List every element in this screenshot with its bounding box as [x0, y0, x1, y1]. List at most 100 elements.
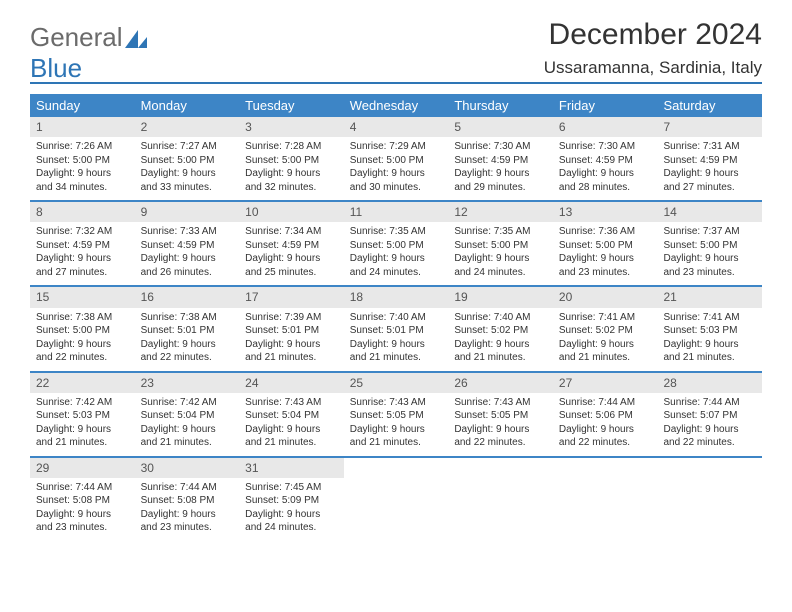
daylight-text: Daylight: 9 hours and 24 minutes.: [245, 508, 338, 535]
logo-triangle-icon: [125, 30, 147, 48]
sunrise-text: Sunrise: 7:44 AM: [559, 396, 652, 410]
calendar-day: 19Sunrise: 7:40 AMSunset: 5:02 PMDayligh…: [448, 287, 553, 370]
sunset-text: Sunset: 5:00 PM: [36, 154, 129, 168]
sunset-text: Sunset: 5:04 PM: [245, 409, 338, 423]
daylight-text: Daylight: 9 hours and 27 minutes.: [663, 167, 756, 194]
calendar-day: 23Sunrise: 7:42 AMSunset: 5:04 PMDayligh…: [135, 373, 240, 456]
day-body: Sunrise: 7:43 AMSunset: 5:05 PMDaylight:…: [448, 393, 553, 456]
calendar-week: 29Sunrise: 7:44 AMSunset: 5:08 PMDayligh…: [30, 456, 762, 541]
sunset-text: Sunset: 5:08 PM: [36, 494, 129, 508]
calendar-day: 17Sunrise: 7:39 AMSunset: 5:01 PMDayligh…: [239, 287, 344, 370]
sunset-text: Sunset: 4:59 PM: [559, 154, 652, 168]
sunrise-text: Sunrise: 7:42 AM: [141, 396, 234, 410]
calendar-day: 30Sunrise: 7:44 AMSunset: 5:08 PMDayligh…: [135, 458, 240, 541]
sunrise-text: Sunrise: 7:30 AM: [559, 140, 652, 154]
calendar-day: 4Sunrise: 7:29 AMSunset: 5:00 PMDaylight…: [344, 117, 449, 200]
sunrise-text: Sunrise: 7:37 AM: [663, 225, 756, 239]
day-number: 28: [657, 373, 762, 393]
calendar-day: 15Sunrise: 7:38 AMSunset: 5:00 PMDayligh…: [30, 287, 135, 370]
sunset-text: Sunset: 5:08 PM: [141, 494, 234, 508]
daylight-text: Daylight: 9 hours and 21 minutes.: [454, 338, 547, 365]
calendar-week: 22Sunrise: 7:42 AMSunset: 5:03 PMDayligh…: [30, 371, 762, 456]
dow-thursday: Thursday: [448, 94, 553, 117]
sunset-text: Sunset: 5:01 PM: [141, 324, 234, 338]
calendar-day: 1Sunrise: 7:26 AMSunset: 5:00 PMDaylight…: [30, 117, 135, 200]
sunrise-text: Sunrise: 7:45 AM: [245, 481, 338, 495]
daylight-text: Daylight: 9 hours and 24 minutes.: [454, 252, 547, 279]
sunset-text: Sunset: 5:01 PM: [245, 324, 338, 338]
day-number: 25: [344, 373, 449, 393]
day-body: Sunrise: 7:42 AMSunset: 5:04 PMDaylight:…: [135, 393, 240, 456]
calendar-day: 5Sunrise: 7:30 AMSunset: 4:59 PMDaylight…: [448, 117, 553, 200]
daylight-text: Daylight: 9 hours and 21 minutes.: [245, 423, 338, 450]
daylight-text: Daylight: 9 hours and 22 minutes.: [559, 423, 652, 450]
day-number: 17: [239, 287, 344, 307]
daylight-text: Daylight: 9 hours and 23 minutes.: [559, 252, 652, 279]
day-body: Sunrise: 7:44 AMSunset: 5:07 PMDaylight:…: [657, 393, 762, 456]
day-body: Sunrise: 7:30 AMSunset: 4:59 PMDaylight:…: [553, 137, 658, 200]
sunrise-text: Sunrise: 7:27 AM: [141, 140, 234, 154]
day-number: 12: [448, 202, 553, 222]
sunrise-text: Sunrise: 7:44 AM: [141, 481, 234, 495]
day-number: 20: [553, 287, 658, 307]
day-body: Sunrise: 7:45 AMSunset: 5:09 PMDaylight:…: [239, 478, 344, 541]
sunrise-text: Sunrise: 7:43 AM: [245, 396, 338, 410]
sunrise-text: Sunrise: 7:31 AM: [663, 140, 756, 154]
calendar-day: 13Sunrise: 7:36 AMSunset: 5:00 PMDayligh…: [553, 202, 658, 285]
day-number: 8: [30, 202, 135, 222]
sunrise-text: Sunrise: 7:44 AM: [36, 481, 129, 495]
sunset-text: Sunset: 5:00 PM: [36, 324, 129, 338]
daylight-text: Daylight: 9 hours and 21 minutes.: [141, 423, 234, 450]
day-number: 18: [344, 287, 449, 307]
day-body: Sunrise: 7:35 AMSunset: 5:00 PMDaylight:…: [344, 222, 449, 285]
dow-wednesday: Wednesday: [344, 94, 449, 117]
day-body: Sunrise: 7:40 AMSunset: 5:01 PMDaylight:…: [344, 308, 449, 371]
day-number: 29: [30, 458, 135, 478]
sunset-text: Sunset: 4:59 PM: [36, 239, 129, 253]
calendar-day: 28Sunrise: 7:44 AMSunset: 5:07 PMDayligh…: [657, 373, 762, 456]
calendar-header-row: Sunday Monday Tuesday Wednesday Thursday…: [30, 94, 762, 117]
sunset-text: Sunset: 5:01 PM: [350, 324, 443, 338]
day-body: Sunrise: 7:26 AMSunset: 5:00 PMDaylight:…: [30, 137, 135, 200]
day-body: Sunrise: 7:35 AMSunset: 5:00 PMDaylight:…: [448, 222, 553, 285]
daylight-text: Daylight: 9 hours and 29 minutes.: [454, 167, 547, 194]
daylight-text: Daylight: 9 hours and 23 minutes.: [663, 252, 756, 279]
dow-saturday: Saturday: [657, 94, 762, 117]
calendar-day: 2Sunrise: 7:27 AMSunset: 5:00 PMDaylight…: [135, 117, 240, 200]
calendar-week: 1Sunrise: 7:26 AMSunset: 5:00 PMDaylight…: [30, 117, 762, 200]
calendar-day: 24Sunrise: 7:43 AMSunset: 5:04 PMDayligh…: [239, 373, 344, 456]
sunrise-text: Sunrise: 7:40 AM: [454, 311, 547, 325]
calendar-day: 22Sunrise: 7:42 AMSunset: 5:03 PMDayligh…: [30, 373, 135, 456]
daylight-text: Daylight: 9 hours and 21 minutes.: [36, 423, 129, 450]
calendar-day: 29Sunrise: 7:44 AMSunset: 5:08 PMDayligh…: [30, 458, 135, 541]
day-body: Sunrise: 7:38 AMSunset: 5:00 PMDaylight:…: [30, 308, 135, 371]
sunset-text: Sunset: 5:07 PM: [663, 409, 756, 423]
day-body: Sunrise: 7:41 AMSunset: 5:03 PMDaylight:…: [657, 308, 762, 371]
day-body: Sunrise: 7:33 AMSunset: 4:59 PMDaylight:…: [135, 222, 240, 285]
calendar-day: 20Sunrise: 7:41 AMSunset: 5:02 PMDayligh…: [553, 287, 658, 370]
sunset-text: Sunset: 5:02 PM: [559, 324, 652, 338]
day-number: 23: [135, 373, 240, 393]
day-number: 22: [30, 373, 135, 393]
day-body: Sunrise: 7:32 AMSunset: 4:59 PMDaylight:…: [30, 222, 135, 285]
day-number: 16: [135, 287, 240, 307]
day-number: 1: [30, 117, 135, 137]
day-body: Sunrise: 7:28 AMSunset: 5:00 PMDaylight:…: [239, 137, 344, 200]
sunrise-text: Sunrise: 7:42 AM: [36, 396, 129, 410]
day-number: 10: [239, 202, 344, 222]
sunrise-text: Sunrise: 7:41 AM: [663, 311, 756, 325]
calendar-day: 18Sunrise: 7:40 AMSunset: 5:01 PMDayligh…: [344, 287, 449, 370]
sunset-text: Sunset: 5:05 PM: [454, 409, 547, 423]
day-body: Sunrise: 7:38 AMSunset: 5:01 PMDaylight:…: [135, 308, 240, 371]
calendar-day: 26Sunrise: 7:43 AMSunset: 5:05 PMDayligh…: [448, 373, 553, 456]
day-number: 4: [344, 117, 449, 137]
sunset-text: Sunset: 5:00 PM: [663, 239, 756, 253]
sunrise-text: Sunrise: 7:43 AM: [454, 396, 547, 410]
dow-sunday: Sunday: [30, 94, 135, 117]
day-number: 9: [135, 202, 240, 222]
day-body: Sunrise: 7:44 AMSunset: 5:06 PMDaylight:…: [553, 393, 658, 456]
day-number: 26: [448, 373, 553, 393]
sunset-text: Sunset: 5:00 PM: [350, 239, 443, 253]
day-body: Sunrise: 7:36 AMSunset: 5:00 PMDaylight:…: [553, 222, 658, 285]
sunrise-text: Sunrise: 7:28 AM: [245, 140, 338, 154]
